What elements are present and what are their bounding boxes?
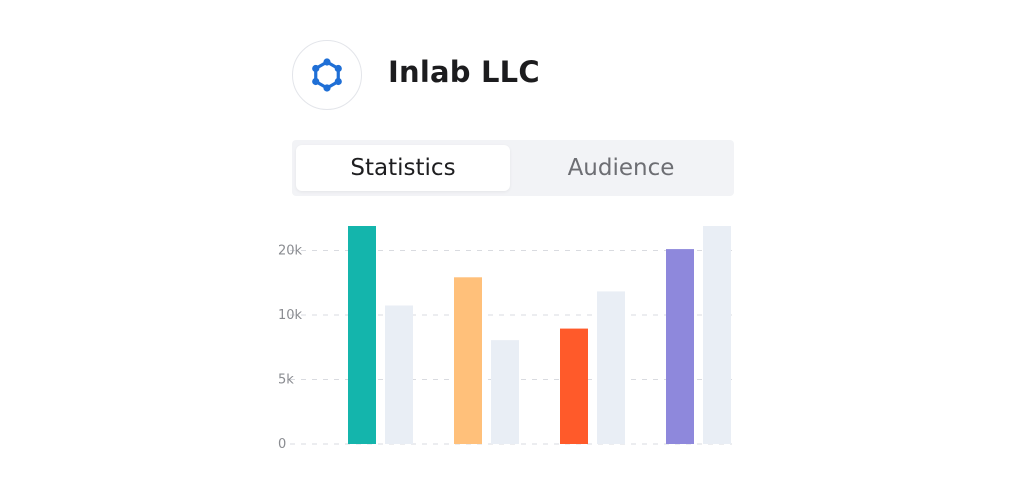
y-tick-label: 0: [278, 437, 286, 452]
bar-secondary-0: [385, 305, 413, 444]
bar-primary-3: [666, 249, 694, 444]
y-tick-label: 10k: [278, 308, 303, 323]
logo-node-0: [323, 58, 331, 66]
bar-secondary-1: [491, 340, 519, 444]
logo-node-5: [312, 64, 320, 73]
logo-node-1: [334, 64, 342, 73]
bar-secondary-3: [703, 226, 731, 444]
logo-node-3: [323, 84, 331, 92]
tab-statistics[interactable]: Statistics: [296, 145, 510, 191]
logo-node-4: [312, 77, 320, 86]
y-tick-label: 20k: [278, 244, 303, 259]
company-logo: [292, 40, 362, 110]
statistics-bar-chart: 0 5k 10k 20k: [278, 226, 732, 452]
bar-secondary-2: [597, 291, 625, 444]
bar-primary-2: [560, 328, 588, 444]
tab-bar: Statistics Audience: [292, 140, 734, 196]
company-name: Inlab LLC: [388, 55, 540, 89]
logo-node-2: [334, 77, 342, 86]
network-hexagon-icon: [312, 58, 342, 92]
tab-audience[interactable]: Audience: [567, 155, 675, 181]
bar-primary-1: [454, 277, 482, 444]
bar-primary-0: [348, 226, 376, 444]
y-tick-label: 5k: [278, 373, 294, 388]
